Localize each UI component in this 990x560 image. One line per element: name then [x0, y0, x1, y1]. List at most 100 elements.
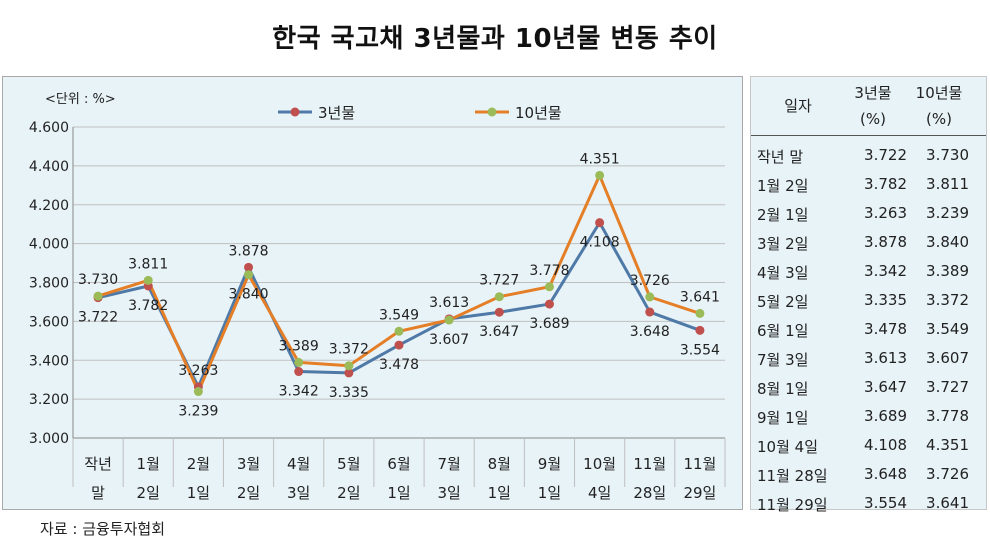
data-point: [595, 218, 605, 228]
x-tick-label: 1월: [137, 455, 160, 473]
table-row: 5월 2일 3.335 3.372: [751, 286, 986, 315]
data-label: 3.389: [279, 338, 319, 354]
header-10y: 10년물: [915, 84, 963, 102]
data-point: [595, 170, 605, 180]
row-10y-value: 3.811: [926, 175, 969, 193]
row-3y-value: 3.613: [864, 349, 907, 367]
table-row: 4월 3일 3.342 3.389: [751, 257, 986, 286]
data-point: [294, 357, 304, 367]
row-date: 10월 4일: [757, 438, 818, 456]
row-date: 11월 29일: [757, 496, 828, 514]
table-row: 8월 1일 3.647 3.727: [751, 373, 986, 402]
table-row: 11월 29일 3.554 3.641: [751, 489, 986, 518]
data-label: 3.730: [78, 272, 118, 288]
x-tick-label: 9월: [538, 455, 561, 473]
x-tick-label: 1일: [538, 484, 561, 502]
data-point: [294, 367, 304, 377]
data-point: [444, 315, 454, 325]
x-tick-label: 11월: [633, 455, 666, 473]
x-tick-label: 3월: [237, 455, 260, 473]
row-3y-value: 3.342: [864, 262, 907, 280]
data-label: 3.726: [630, 273, 670, 289]
row-3y-value: 4.108: [864, 436, 907, 454]
data-label: 3.263: [178, 363, 218, 379]
row-date: 9월 1일: [757, 409, 809, 427]
data-label: 3.778: [529, 263, 569, 279]
x-tick-label: 10월: [583, 455, 616, 473]
x-tick-label: 1일: [387, 484, 410, 502]
data-label: 3.647: [479, 324, 519, 340]
x-tick-label: 2일: [137, 484, 160, 502]
data-label: 3.722: [78, 310, 118, 326]
row-3y-value: 3.554: [864, 494, 907, 512]
data-point: [544, 299, 554, 309]
data-label: 3.782: [128, 298, 168, 314]
row-3y-value: 3.782: [864, 175, 907, 193]
row-10y-value: 3.727: [926, 378, 969, 396]
table-row: 작년 말 3.722 3.730: [751, 141, 986, 170]
data-label: 3.478: [379, 357, 419, 373]
row-10y-value: 4.351: [926, 436, 969, 454]
data-label: 3.239: [178, 404, 218, 420]
x-tick-label: 말: [91, 484, 105, 502]
data-label: 3.878: [228, 243, 268, 259]
y-tick-label: 3.400: [29, 353, 69, 369]
data-point: [193, 387, 203, 397]
x-tick-label: 1일: [187, 484, 210, 502]
data-label: 3.554: [680, 342, 720, 358]
x-tick-label: 28일: [633, 484, 666, 502]
row-3y-value: 3.647: [864, 378, 907, 396]
data-label: 3.342: [279, 384, 319, 400]
data-label: 3.607: [429, 332, 469, 348]
y-tick-label: 3.600: [29, 314, 69, 330]
table-row: 11월 28일 3.648 3.726: [751, 460, 986, 489]
row-3y-value: 3.689: [864, 407, 907, 425]
x-tick-label: 5월: [337, 455, 360, 473]
data-point: [494, 292, 504, 302]
row-date: 1월 2일: [757, 177, 809, 195]
table-row: 7월 3일 3.613 3.607: [751, 344, 986, 373]
source-note: 자료 : 금융투자협회: [40, 520, 165, 538]
row-10y-value: 3.389: [926, 262, 969, 280]
row-10y-value: 3.372: [926, 291, 969, 309]
row-10y-value: 3.239: [926, 204, 969, 222]
row-10y-value: 3.549: [926, 320, 969, 338]
row-3y-value: 3.335: [864, 291, 907, 309]
data-label: 3.335: [329, 385, 369, 401]
data-point: [344, 368, 354, 378]
x-tick-label: 2일: [237, 484, 260, 502]
row-3y-value: 3.722: [864, 146, 907, 164]
row-3y-value: 3.263: [864, 204, 907, 222]
row-3y-value: 3.478: [864, 320, 907, 338]
y-tick-label: 3.800: [29, 276, 69, 292]
table-row: 1월 2일 3.782 3.811: [751, 170, 986, 199]
row-10y-value: 3.778: [926, 407, 969, 425]
row-10y-value: 3.607: [926, 349, 969, 367]
data-label: 3.811: [128, 256, 168, 272]
line-chart: 3.000 3.200 3.400 3.600 3.800 4.000 4.200 4.400…: [29, 92, 726, 502]
y-tick-label: 3.200: [29, 392, 69, 408]
row-date: 7월 3일: [757, 351, 809, 369]
legend-marker: [487, 107, 497, 117]
row-date: 6월 1일: [757, 322, 809, 340]
data-point: [544, 282, 554, 292]
table-row: 6월 1일 3.478 3.549: [751, 315, 986, 344]
x-tick-label: 11월: [683, 455, 716, 473]
data-point: [143, 275, 153, 285]
x-tick-label: 8월: [488, 455, 511, 473]
chart-panel: 3.000 3.200 3.400 3.600 3.800 4.000 4.200 4.400…: [2, 76, 743, 510]
x-tick-label: 작년: [84, 455, 112, 473]
table-header: 일자 3년물 (%) 10년물 (%): [751, 77, 986, 136]
data-label: 4.108: [580, 235, 620, 251]
x-tick-label: 6월: [387, 455, 410, 473]
row-date: 2월 1일: [757, 206, 809, 224]
data-label: 3.549: [379, 307, 419, 323]
legend-label: 3년물: [318, 104, 355, 122]
x-tick-label: 7월: [437, 455, 460, 473]
row-date: 8월 1일: [757, 380, 809, 398]
data-point: [494, 307, 504, 317]
row-10y-value: 3.840: [926, 233, 969, 251]
data-label: 3.641: [680, 289, 720, 305]
data-point: [695, 308, 705, 318]
data-point: [645, 307, 655, 317]
